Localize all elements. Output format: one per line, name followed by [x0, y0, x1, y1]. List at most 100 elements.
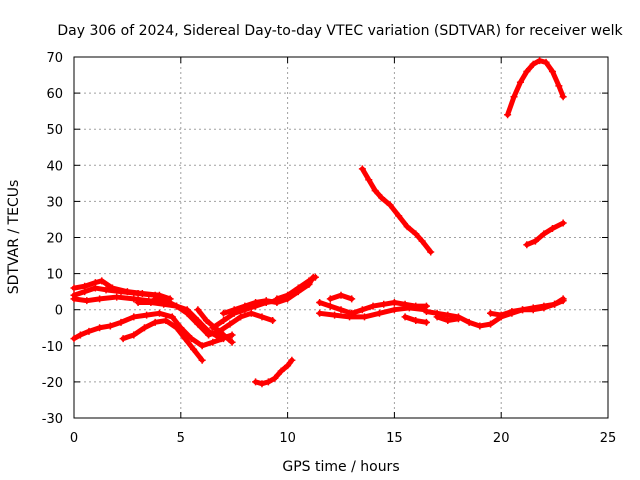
chart-title: Day 306 of 2024, Sidereal Day-to-day VTE… — [57, 23, 623, 39]
data-point — [504, 111, 512, 119]
data-point — [273, 295, 281, 303]
y-tick-label: 30 — [46, 195, 63, 210]
x-tick-label: 5 — [177, 431, 185, 446]
series-arc-14 — [316, 304, 428, 321]
data-point — [209, 324, 217, 332]
y-tick-label: -20 — [42, 376, 63, 391]
data-point — [316, 298, 324, 306]
data-point — [358, 306, 366, 314]
data-point — [542, 58, 550, 66]
series-arc-20 — [487, 295, 567, 319]
data-point — [70, 295, 78, 303]
y-tick-label: 70 — [46, 51, 63, 66]
data-point — [271, 374, 279, 382]
data-point — [465, 318, 473, 326]
data-point — [241, 302, 249, 310]
data-point — [555, 82, 563, 90]
data-point — [194, 306, 202, 314]
data-point — [523, 67, 531, 75]
data-point — [247, 309, 255, 317]
data-point — [187, 335, 195, 343]
data-point — [117, 318, 125, 326]
data-point — [106, 322, 114, 330]
data-point — [228, 338, 236, 346]
series-arc-07 — [151, 295, 277, 339]
data-point — [284, 291, 292, 299]
y-tick-label: 50 — [46, 123, 63, 138]
data-point — [264, 378, 272, 386]
data-point — [540, 230, 548, 238]
data-point — [70, 284, 78, 292]
data-point — [220, 331, 228, 339]
data-point — [220, 309, 228, 317]
data-point — [284, 362, 292, 370]
data-point — [529, 60, 537, 68]
grid-lines — [74, 57, 608, 418]
series-arc-19 — [433, 313, 462, 325]
data-point — [181, 335, 189, 343]
data-point — [162, 317, 170, 325]
data-point — [548, 224, 556, 232]
data-point — [252, 378, 260, 386]
series-arc-16 — [401, 313, 430, 326]
data-point — [198, 342, 206, 350]
data-point — [395, 212, 403, 220]
y-tick-label: 20 — [46, 232, 63, 247]
data-point — [326, 302, 334, 310]
data-series — [70, 57, 567, 388]
data-point — [523, 241, 531, 249]
data-point — [198, 356, 206, 364]
data-point — [337, 306, 345, 314]
data-point — [375, 309, 383, 317]
data-point — [371, 187, 379, 195]
series-line — [221, 274, 316, 316]
data-point — [519, 306, 527, 314]
data-point — [536, 57, 544, 65]
data-point — [305, 277, 313, 285]
data-point — [551, 300, 559, 308]
data-point — [230, 306, 238, 314]
data-point — [205, 331, 213, 339]
data-point — [85, 327, 93, 335]
data-point — [173, 302, 181, 310]
data-point — [209, 338, 217, 346]
data-point — [405, 304, 413, 312]
data-point — [360, 313, 368, 321]
data-point — [130, 313, 138, 321]
data-point — [365, 176, 373, 184]
data-point — [390, 306, 398, 314]
series-arc-17 — [358, 165, 435, 256]
data-point — [516, 78, 524, 86]
data-point — [262, 297, 270, 305]
data-point — [412, 317, 420, 325]
data-point — [226, 320, 234, 328]
data-point — [202, 317, 210, 325]
y-tick-label: 0 — [55, 304, 63, 319]
y-tick-label: -30 — [42, 412, 63, 427]
data-point — [529, 306, 537, 314]
series-arc-21 — [504, 57, 567, 119]
data-point — [81, 288, 89, 296]
data-point — [162, 297, 170, 305]
data-point — [508, 308, 516, 316]
data-point — [76, 331, 84, 339]
series-arc-11 — [273, 273, 319, 303]
data-point — [559, 219, 567, 227]
data-point — [326, 295, 334, 303]
data-point — [316, 309, 324, 317]
series-line — [359, 166, 434, 255]
data-point — [91, 284, 99, 292]
data-point — [401, 313, 409, 321]
data-point — [147, 298, 155, 306]
data-point — [151, 318, 159, 326]
x-tick-label: 0 — [70, 431, 78, 446]
data-point — [83, 297, 91, 305]
data-point — [98, 277, 106, 285]
x-tick-label: 10 — [279, 431, 296, 446]
y-axis-label: SDTVAR / TECUs — [6, 180, 22, 295]
data-point — [346, 313, 354, 321]
data-point — [358, 165, 366, 173]
data-point — [331, 311, 339, 319]
data-point — [559, 295, 567, 303]
